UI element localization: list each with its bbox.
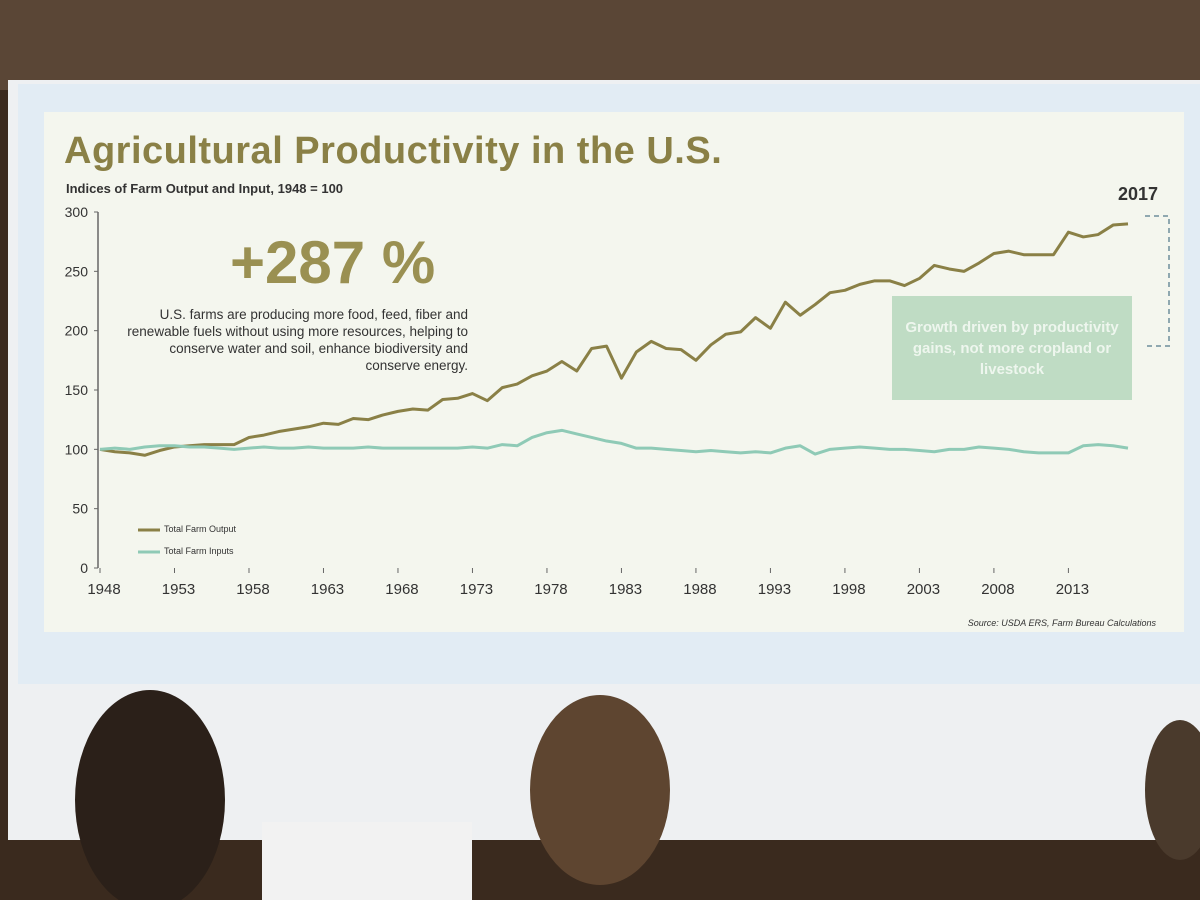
x-tick-label: 1978 xyxy=(534,581,567,598)
annotation-note: U.S. farms are producing more food, feed… xyxy=(127,307,468,373)
x-tick-label: 1998 xyxy=(832,581,865,598)
source: Source: USDA ERS, Farm Bureau Calculatio… xyxy=(967,618,1156,628)
x-tick-label: 1968 xyxy=(385,581,418,598)
x-tick-label: 1973 xyxy=(460,581,493,598)
projector xyxy=(262,822,472,900)
ceiling xyxy=(0,0,1200,90)
y-tick-label: 250 xyxy=(65,263,89,279)
y-tick-label: 100 xyxy=(65,441,89,457)
x-tick-label: 1958 xyxy=(236,581,269,598)
data-line xyxy=(99,428,1129,456)
data-line xyxy=(99,222,1129,457)
legend-label: Total Farm Inputs xyxy=(164,546,234,556)
x-tick-label: 1963 xyxy=(311,581,344,598)
y-tick-label: 50 xyxy=(72,501,88,517)
x-tick-label: 1988 xyxy=(683,581,716,598)
audience-head xyxy=(75,690,225,900)
y-tick-label: 150 xyxy=(65,382,89,398)
end-label: 2017 xyxy=(1118,184,1159,204)
x-tick-label: 2003 xyxy=(907,581,940,598)
audience-head xyxy=(1145,720,1200,860)
x-tick-label: 1953 xyxy=(162,581,195,598)
x-tick-label: 2008 xyxy=(981,581,1014,598)
y-tick-label: 300 xyxy=(65,204,89,220)
y-tick-label: 200 xyxy=(65,323,89,339)
chart-title: Agricultural Productivity in the U.S. xyxy=(64,130,723,172)
bracket xyxy=(1145,215,1170,347)
audience-head xyxy=(530,695,670,885)
x-tick-label: 2013 xyxy=(1056,581,1089,598)
x-tick-label: 1993 xyxy=(758,581,791,598)
chart-subtitle: Indices of Farm Output and Input, 1948 =… xyxy=(66,181,344,196)
annotation: +287 % xyxy=(230,229,436,296)
legend-label: Total Farm Output xyxy=(164,524,237,534)
callout: Growth driven by productivity gains, not… xyxy=(892,296,1132,400)
y-tick-label: 0 xyxy=(80,560,88,576)
x-tick-label: 1948 xyxy=(87,581,120,598)
x-tick-label: 1983 xyxy=(609,581,642,598)
